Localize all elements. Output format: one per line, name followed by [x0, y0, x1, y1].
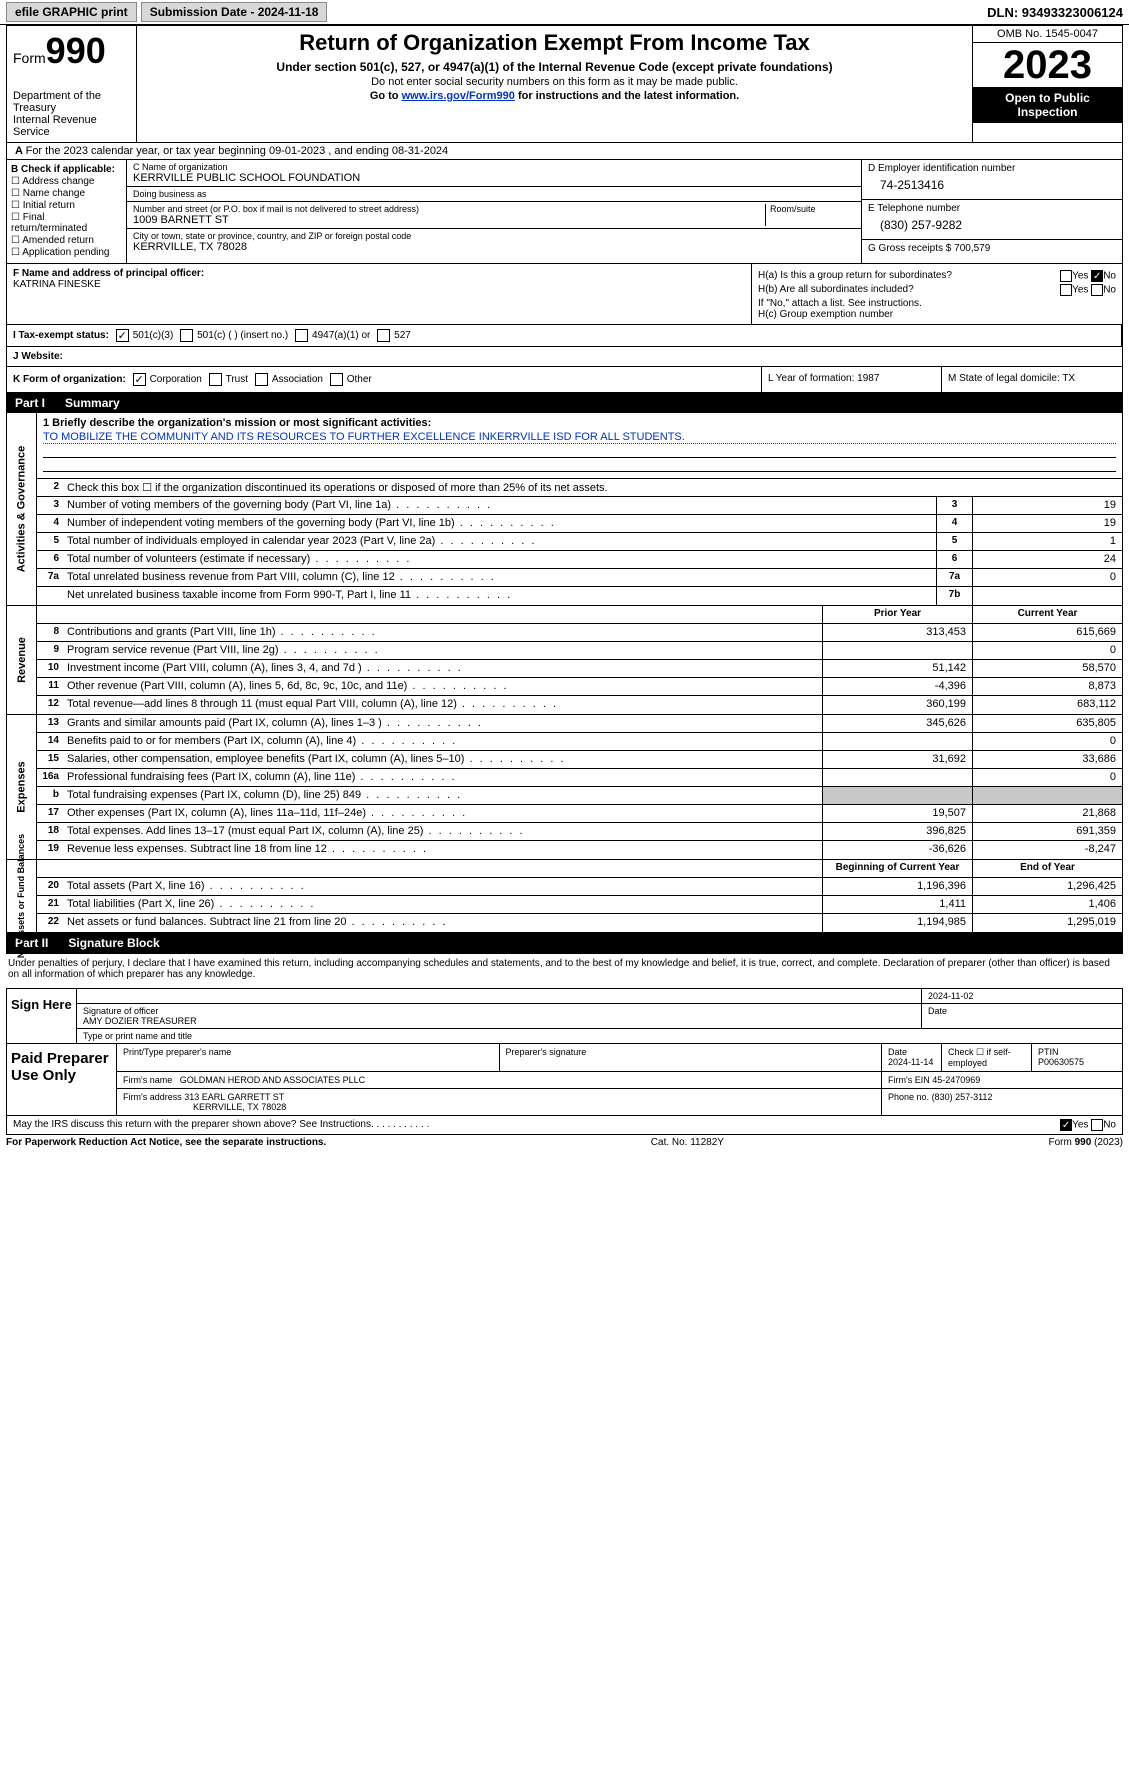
chk-final-return[interactable]: Final return/terminated	[11, 212, 122, 234]
org-name: KERRVILLE PUBLIC SCHOOL FOUNDATION	[133, 172, 855, 184]
paid-preparer-block: Paid Preparer Use Only Print/Type prepar…	[6, 1044, 1123, 1116]
line-1-mission: 1 Briefly describe the organization's mi…	[37, 413, 1122, 479]
officer-name: AMY DOZIER TREASURER	[83, 1016, 915, 1026]
firm-ein: 45-2470969	[932, 1075, 980, 1085]
omb-number: OMB No. 1545-0047	[973, 26, 1122, 43]
ha-yes[interactable]	[1060, 270, 1072, 282]
section-revenue: Revenue Prior YearCurrent Year 8Contribu…	[7, 606, 1122, 715]
ein: 74-2513416	[868, 174, 1116, 196]
firm-phone: (830) 257-3112	[932, 1092, 993, 1102]
box-d-e-g: D Employer identification number74-25134…	[862, 160, 1122, 263]
perjury-statement: Under penalties of perjury, I declare th…	[0, 954, 1129, 984]
gov-line: 6Total number of volunteers (estimate if…	[37, 551, 1122, 569]
footer: For Paperwork Reduction Act Notice, see …	[6, 1137, 1123, 1148]
chk-501c3[interactable]	[116, 329, 129, 342]
chk-name-change[interactable]: Name change	[11, 188, 122, 199]
exp-line: 16aProfessional fundraising fees (Part I…	[37, 769, 1122, 787]
form-label: Form990	[13, 30, 130, 72]
open-inspection: Open to Public Inspection	[973, 87, 1122, 123]
subtitle-3: Go to www.irs.gov/Form990 for instructio…	[147, 90, 962, 102]
hb-no[interactable]	[1091, 284, 1103, 296]
irs-label: Internal Revenue Service	[13, 114, 130, 138]
exp-line: bTotal fundraising expenses (Part IX, co…	[37, 787, 1122, 805]
box-m: M State of legal domicile: TX	[942, 367, 1122, 392]
rev-line: 11Other revenue (Part VIII, column (A), …	[37, 678, 1122, 696]
subtitle-2: Do not enter social security numbers on …	[147, 76, 962, 88]
chk-527[interactable]	[377, 329, 390, 342]
gov-line: 4Number of independent voting members of…	[37, 515, 1122, 533]
section-expenses: Expenses 13Grants and similar amounts pa…	[7, 715, 1122, 860]
box-l: L Year of formation: 1987	[762, 367, 942, 392]
exp-line: 15Salaries, other compensation, employee…	[37, 751, 1122, 769]
chk-4947[interactable]	[295, 329, 308, 342]
dept-treasury: Department of the Treasury	[13, 90, 130, 114]
box-j: J Website:	[7, 347, 1122, 367]
box-i: I Tax-exempt status: 501(c)(3) 501(c) ( …	[7, 325, 1122, 346]
form-990: Form990 Department of the Treasury Inter…	[6, 25, 1123, 954]
gov-line: 3Number of voting members of the governi…	[37, 497, 1122, 515]
chk-assoc[interactable]	[255, 373, 268, 386]
org-address: 1009 BARNETT ST	[133, 214, 765, 226]
tax-year: 2023	[973, 43, 1122, 87]
rev-line: 8Contributions and grants (Part VIII, li…	[37, 624, 1122, 642]
exp-line: 19Revenue less expenses. Subtract line 1…	[37, 841, 1122, 859]
may-irs-discuss: May the IRS discuss this return with the…	[6, 1116, 1123, 1135]
org-city: KERRVILLE, TX 78028	[133, 241, 855, 253]
gov-line: 7aTotal unrelated business revenue from …	[37, 569, 1122, 587]
hb-yes[interactable]	[1060, 284, 1072, 296]
exp-line: 17Other expenses (Part IX, column (A), l…	[37, 805, 1122, 823]
irs-link[interactable]: www.irs.gov/Form990	[402, 90, 515, 102]
sign-here-block: Sign Here 2024-11-02 Signature of office…	[6, 988, 1123, 1044]
chk-trust[interactable]	[209, 373, 222, 386]
rev-line: 12Total revenue—add lines 8 through 11 (…	[37, 696, 1122, 714]
chk-app-pending[interactable]: Application pending	[11, 247, 122, 258]
firm-name: GOLDMAN HEROD AND ASSOCIATES PLLC	[180, 1075, 365, 1085]
section-governance: Activities & Governance 1 Briefly descri…	[7, 413, 1122, 606]
box-k: K Form of organization: Corporation Trus…	[7, 367, 762, 392]
box-h: H(a) Is this a group return for subordin…	[752, 264, 1122, 324]
ha-no[interactable]	[1091, 270, 1103, 282]
chk-initial-return[interactable]: Initial return	[11, 200, 122, 211]
net-line: 22Net assets or fund balances. Subtract …	[37, 914, 1122, 932]
subtitle-1: Under section 501(c), 527, or 4947(a)(1)…	[147, 60, 962, 74]
net-line: 21Total liabilities (Part X, line 26)1,4…	[37, 896, 1122, 914]
top-bar: efile GRAPHIC print Submission Date - 20…	[0, 0, 1129, 25]
gov-line: Net unrelated business taxable income fr…	[37, 587, 1122, 605]
discuss-no[interactable]	[1091, 1119, 1103, 1131]
chk-address-change[interactable]: Address change	[11, 176, 122, 187]
phone: (830) 257-9282	[868, 214, 1116, 236]
discuss-yes[interactable]	[1060, 1119, 1072, 1131]
box-c: C Name of organizationKERRVILLE PUBLIC S…	[127, 160, 862, 263]
efile-button[interactable]: efile GRAPHIC print	[6, 2, 137, 22]
part-1-header: Part ISummary	[7, 393, 1122, 413]
section-net-assets: Net Assets or Fund Balances Beginning of…	[7, 860, 1122, 933]
gross-receipts: 700,579	[954, 243, 990, 254]
rev-line: 10Investment income (Part VIII, column (…	[37, 660, 1122, 678]
box-b: B Check if applicable: Address change Na…	[7, 160, 127, 263]
chk-corp[interactable]	[133, 373, 146, 386]
mission-text: TO MOBILIZE THE COMMUNITY AND ITS RESOUR…	[43, 431, 1116, 444]
rev-line: 9Program service revenue (Part VIII, lin…	[37, 642, 1122, 660]
chk-amended[interactable]: Amended return	[11, 235, 122, 246]
exp-line: 18Total expenses. Add lines 13–17 (must …	[37, 823, 1122, 841]
gov-line: 5Total number of individuals employed in…	[37, 533, 1122, 551]
line-2: 2Check this box ☐ if the organization di…	[37, 479, 1122, 497]
form-title: Return of Organization Exempt From Incom…	[147, 30, 962, 56]
box-f: F Name and address of principal officer:…	[7, 264, 752, 324]
chk-501c[interactable]	[180, 329, 193, 342]
dln: DLN: 93493323006124	[987, 5, 1123, 20]
chk-other[interactable]	[330, 373, 343, 386]
principal-officer: KATRINA FINESKE	[13, 279, 745, 290]
ptin: P00630575	[1038, 1057, 1116, 1067]
exp-line: 13Grants and similar amounts paid (Part …	[37, 715, 1122, 733]
net-line: 20Total assets (Part X, line 16)1,196,39…	[37, 878, 1122, 896]
submission-date: Submission Date - 2024-11-18	[141, 2, 328, 22]
row-a: A For the 2023 calendar year, or tax yea…	[7, 143, 1122, 160]
exp-line: 14Benefits paid to or for members (Part …	[37, 733, 1122, 751]
part-2-header: Part IISignature Block	[7, 933, 1122, 953]
